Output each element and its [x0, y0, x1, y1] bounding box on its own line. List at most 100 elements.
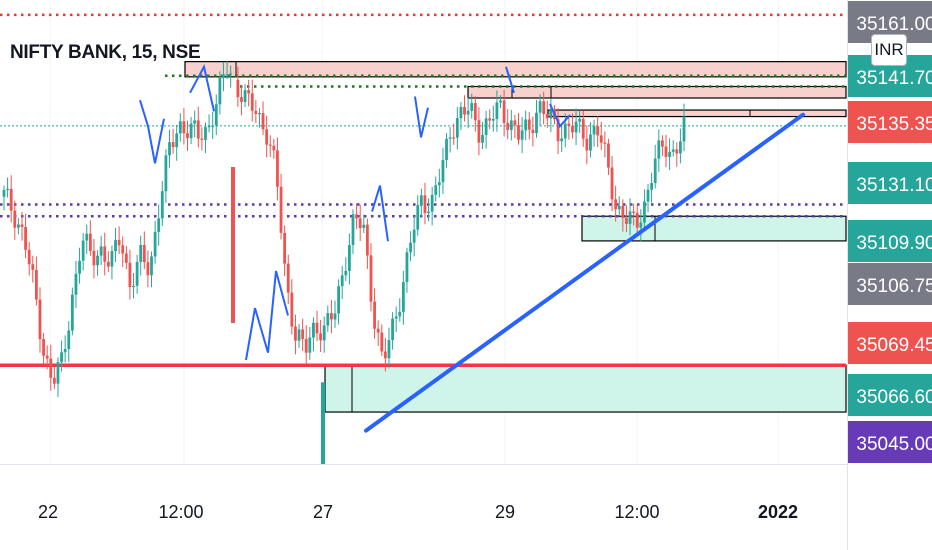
candle-144 [520, 130, 524, 140]
candle-157 [567, 123, 571, 126]
currency-button[interactable]: INR [871, 34, 907, 66]
candles [2, 61, 686, 464]
candle-71 [258, 113, 261, 115]
candle-14 [52, 377, 56, 384]
candle-183 [661, 140, 664, 147]
candle-17 [63, 349, 67, 353]
candle-22 [81, 240, 85, 261]
candle-104 [376, 328, 380, 333]
candle-103 [373, 301, 376, 329]
candle-50 [182, 121, 186, 134]
candle-2 [9, 188, 13, 211]
price-badge-6 [848, 322, 932, 364]
price-badge-label-1: 35141.70 [856, 68, 932, 89]
pattern-zigzag-6 [549, 103, 571, 129]
candle-24 [88, 233, 92, 251]
candle-166 [599, 135, 603, 143]
candle-135 [488, 118, 492, 121]
x-tick-label-0: 22 [38, 502, 58, 522]
candle-56 [204, 127, 207, 140]
candle-57 [207, 125, 211, 128]
candle-73 [265, 129, 269, 145]
candle-47 [171, 142, 175, 148]
chart-title: NIFTY BANK, 15, NSE [10, 42, 201, 63]
candle-146 [527, 119, 531, 130]
demand-zone-3 [581, 215, 847, 242]
candle-13 [49, 358, 53, 378]
candle-98 [355, 214, 358, 219]
candle-46 [168, 142, 171, 156]
candle-81 [294, 326, 297, 341]
candle-136 [491, 119, 495, 121]
candle-155 [560, 138, 564, 142]
candle-132 [477, 120, 481, 143]
candle-39 [142, 245, 146, 263]
candle-125 [452, 137, 456, 139]
candle-130 [470, 103, 474, 111]
candle-147 [531, 129, 535, 134]
price-badge-4 [848, 220, 932, 262]
x-tick-label-2: 27 [313, 502, 333, 522]
candle-25 [92, 250, 96, 266]
candle-9 [34, 269, 38, 300]
candle-128 [463, 107, 466, 115]
candle-121 [437, 182, 441, 186]
candle-20 [74, 273, 78, 295]
candle-170 [614, 199, 618, 210]
x-tick-label-5: 2022 [758, 502, 798, 522]
candle-159 [574, 121, 578, 133]
candle-85 [308, 337, 312, 353]
candle-105 [380, 332, 384, 352]
price-badge-2 [848, 101, 932, 143]
candle-174 [628, 211, 632, 224]
candle-79 [286, 263, 290, 293]
candle-3 [13, 210, 17, 228]
price-badge-label-2: 35135.35 [856, 114, 932, 135]
candle-19 [70, 294, 74, 331]
candle-138 [499, 100, 502, 103]
candle-107 [387, 340, 391, 359]
candle-164 [592, 126, 596, 135]
trendline-layer[interactable] [364, 112, 805, 433]
candle-86 [312, 322, 315, 338]
candle-30 [110, 251, 114, 267]
candle-182 [657, 140, 661, 159]
price-scale[interactable]: 35161.00 35141.70 35135.35 35131.10 35109.90… [848, 1, 932, 463]
candle-169 [610, 167, 614, 200]
candle-113 [409, 242, 412, 253]
candle-52 [189, 123, 193, 139]
candle-133 [481, 134, 484, 143]
candle-75 [272, 145, 276, 151]
candle-100 [362, 224, 366, 228]
candle-29 [106, 261, 110, 267]
candle-42 [153, 231, 157, 257]
candle-106 [383, 351, 387, 359]
price-badge-7 [848, 374, 932, 416]
candle-53 [193, 120, 197, 124]
candle-186 [671, 149, 675, 152]
supply-zone-2 [547, 109, 847, 118]
price-badge-3 [848, 162, 932, 204]
candle-142 [513, 120, 517, 126]
candle-156 [563, 123, 567, 139]
candle-74 [268, 144, 272, 146]
candle-184 [664, 146, 668, 157]
x-tick-label-3: 29 [495, 502, 515, 522]
candle-111 [401, 282, 405, 312]
candle-54 [196, 120, 200, 139]
candle-77 [279, 186, 283, 233]
candle-185 [668, 151, 672, 157]
candle-92 [333, 313, 337, 320]
candle-165 [596, 126, 600, 136]
candle-51 [186, 133, 189, 139]
candle-158 [571, 125, 574, 133]
candle-178 [643, 201, 646, 223]
candle-101 [365, 224, 369, 256]
candle-35 [128, 262, 132, 287]
candle-38 [139, 245, 143, 262]
candle-33 [121, 245, 125, 254]
candle-15 [56, 362, 60, 384]
price-badge-label-5: 35106.75 [856, 276, 932, 297]
